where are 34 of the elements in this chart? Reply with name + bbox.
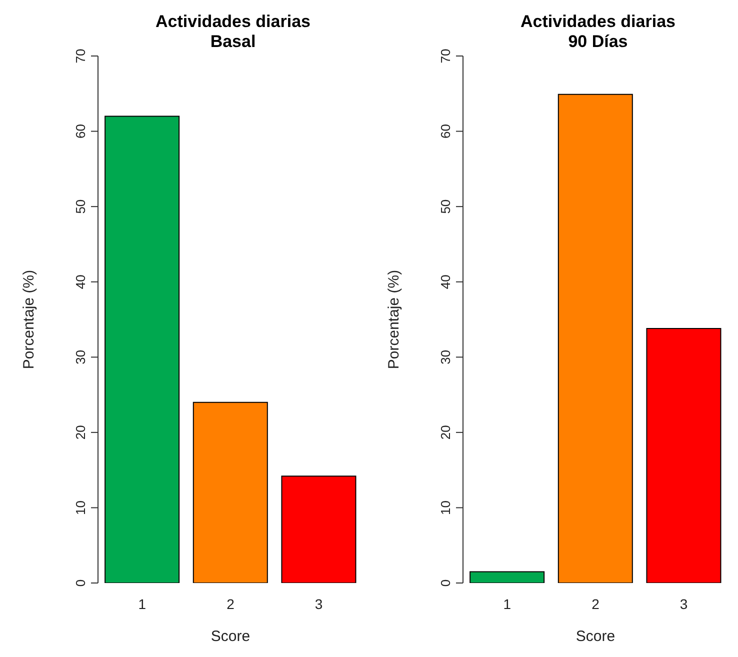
x-tick-label: 1 xyxy=(503,596,512,612)
chart-title: Actividades diarias 90 Días xyxy=(520,12,676,52)
bar xyxy=(104,116,180,583)
bar xyxy=(558,94,633,583)
y-axis-title: Porcentaje (%) xyxy=(385,270,402,370)
y-tick-label: 60 xyxy=(438,124,453,139)
y-axis-title: Porcentaje (%) xyxy=(20,270,38,370)
bar xyxy=(470,571,545,583)
chart-title: Actividades diarias Basal xyxy=(154,12,312,52)
x-axis-title: Score xyxy=(210,628,250,645)
y-tick-label: 30 xyxy=(73,350,88,364)
y-tick-label: 50 xyxy=(73,199,88,214)
bar xyxy=(192,402,268,583)
y-tick-label: 20 xyxy=(73,425,88,440)
x-tick-label: 3 xyxy=(314,596,323,612)
x-tick-label: 3 xyxy=(680,596,688,612)
y-tick-label: 60 xyxy=(73,124,88,139)
y-tick-label: 0 xyxy=(438,579,453,587)
y-tick-label: 70 xyxy=(438,48,453,64)
y-tick-label: 40 xyxy=(73,274,88,290)
x-tick-label: 1 xyxy=(138,596,146,612)
x-axis-title: Score xyxy=(576,628,616,645)
bar xyxy=(281,476,356,583)
y-tick-label: 20 xyxy=(438,425,453,440)
y-tick-label: 50 xyxy=(438,199,453,214)
y-tick-label: 0 xyxy=(73,579,88,587)
y-tick-label: 30 xyxy=(438,350,453,364)
y-tick-label: 70 xyxy=(73,48,88,64)
y-tick-label: 10 xyxy=(73,500,88,515)
x-tick-label: 2 xyxy=(592,596,600,612)
x-tick-label: 2 xyxy=(226,596,235,612)
y-tick-label: 10 xyxy=(438,500,453,515)
y-tick-label: 40 xyxy=(438,274,453,290)
bar xyxy=(646,328,722,583)
